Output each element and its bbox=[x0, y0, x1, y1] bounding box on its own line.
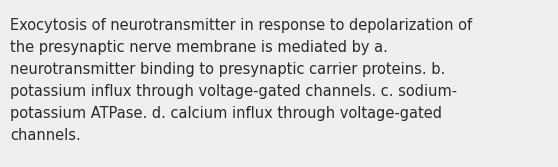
Text: neurotransmitter binding to presynaptic carrier proteins. b.: neurotransmitter binding to presynaptic … bbox=[10, 62, 445, 77]
Text: channels.: channels. bbox=[10, 128, 81, 143]
Text: potassium ATPase. d. calcium influx through voltage-gated: potassium ATPase. d. calcium influx thro… bbox=[10, 106, 442, 121]
Text: the presynaptic nerve membrane is mediated by a.: the presynaptic nerve membrane is mediat… bbox=[10, 40, 388, 55]
Text: Exocytosis of neurotransmitter in response to depolarization of: Exocytosis of neurotransmitter in respon… bbox=[10, 18, 472, 33]
Text: potassium influx through voltage-gated channels. c. sodium-: potassium influx through voltage-gated c… bbox=[10, 84, 457, 99]
